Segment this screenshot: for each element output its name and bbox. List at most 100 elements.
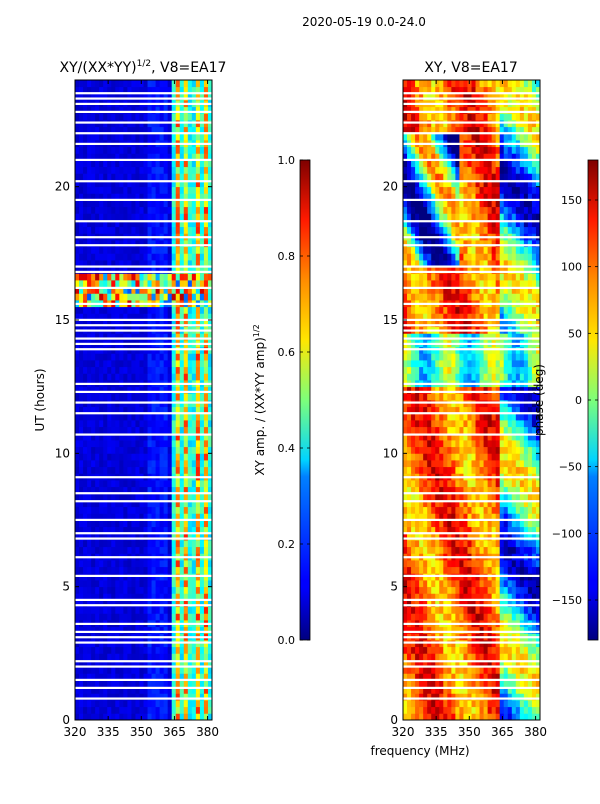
heatmap-cell bbox=[463, 453, 467, 460]
heatmap-cell bbox=[99, 167, 103, 174]
heatmap-cell bbox=[403, 713, 407, 720]
heatmap-cell bbox=[188, 713, 192, 720]
heatmap-cell bbox=[103, 167, 107, 174]
heatmap-cell bbox=[484, 613, 488, 620]
heatmap-cell bbox=[75, 467, 79, 474]
heatmap-cell bbox=[192, 713, 196, 720]
heatmap-cell bbox=[403, 467, 407, 474]
heatmap-cell bbox=[184, 653, 188, 660]
heatmap-cell bbox=[87, 227, 91, 234]
heatmap-cell bbox=[95, 247, 99, 254]
heatmap-cell bbox=[119, 447, 123, 454]
heatmap-cell bbox=[532, 680, 536, 687]
heatmap-cell bbox=[196, 353, 200, 360]
heatmap-cell bbox=[83, 467, 87, 474]
heatmap-cell bbox=[423, 480, 427, 487]
heatmap-cell bbox=[524, 507, 528, 514]
heatmap-cell bbox=[131, 667, 135, 674]
heatmap-cell bbox=[455, 440, 459, 447]
heatmap-cell bbox=[508, 613, 512, 620]
heatmap-cell bbox=[119, 187, 123, 194]
heatmap-cell bbox=[139, 607, 143, 614]
heatmap-cell bbox=[127, 587, 131, 594]
heatmap-cell bbox=[164, 367, 168, 374]
heatmap-cell bbox=[447, 520, 451, 527]
heatmap-cell bbox=[75, 520, 79, 527]
heatmap-cell bbox=[160, 207, 164, 214]
heatmap-cell bbox=[152, 160, 156, 167]
heatmap-cell bbox=[156, 187, 160, 194]
heatmap-cell bbox=[148, 113, 152, 120]
heatmap-cell bbox=[196, 413, 200, 420]
heatmap-cell bbox=[512, 653, 516, 660]
heatmap-cell bbox=[144, 133, 148, 140]
heatmap-cell bbox=[172, 393, 176, 400]
heatmap-cell bbox=[91, 613, 95, 620]
heatmap-cell bbox=[164, 207, 168, 214]
heatmap-cell bbox=[119, 713, 123, 720]
heatmap-cell bbox=[123, 653, 127, 660]
heatmap-cell bbox=[127, 393, 131, 400]
heatmap-cell bbox=[103, 540, 107, 547]
heatmap-cell bbox=[164, 520, 168, 527]
heatmap-cell bbox=[139, 147, 143, 154]
heatmap-cell bbox=[431, 413, 435, 420]
heatmap-cell bbox=[472, 507, 476, 514]
heatmap-cell bbox=[488, 460, 492, 467]
heatmap-cell bbox=[144, 653, 148, 660]
heatmap-cell bbox=[176, 80, 180, 87]
heatmap-cell bbox=[512, 520, 516, 527]
heatmap-cell bbox=[103, 467, 107, 474]
heatmap-cell bbox=[524, 613, 528, 620]
heatmap-cell bbox=[115, 427, 119, 434]
heatmap-cell bbox=[95, 393, 99, 400]
heatmap-cell bbox=[415, 547, 419, 554]
heatmap-cell bbox=[496, 507, 500, 514]
heatmap-cell bbox=[467, 567, 471, 574]
heatmap-cell bbox=[520, 700, 524, 707]
heatmap-cell bbox=[407, 493, 411, 500]
heatmap-cell bbox=[492, 613, 496, 620]
heatmap-cell bbox=[192, 187, 196, 194]
heatmap-cell bbox=[180, 360, 184, 367]
heatmap-cell bbox=[200, 707, 204, 714]
heatmap-cell bbox=[156, 460, 160, 467]
heatmap-cell bbox=[144, 227, 148, 234]
colorbar-tick-label: 1.0 bbox=[278, 154, 296, 167]
heatmap-cell bbox=[188, 700, 192, 707]
heatmap-cell bbox=[439, 713, 443, 720]
heatmap-cell bbox=[500, 547, 504, 554]
heatmap-cell bbox=[472, 460, 476, 467]
heatmap-cell bbox=[127, 680, 131, 687]
heatmap-cell bbox=[152, 680, 156, 687]
heatmap-cell bbox=[403, 520, 407, 527]
heatmap-cell bbox=[160, 580, 164, 587]
flagged-row bbox=[75, 121, 212, 123]
heatmap-cell bbox=[75, 480, 79, 487]
heatmap-cell bbox=[103, 420, 107, 427]
heatmap-cell bbox=[447, 493, 451, 500]
heatmap-cell bbox=[476, 567, 480, 574]
heatmap-cell bbox=[176, 207, 180, 214]
heatmap-cell bbox=[467, 453, 471, 460]
heatmap-cell bbox=[172, 607, 176, 614]
heatmap-cell bbox=[476, 707, 480, 714]
heatmap-cell bbox=[411, 520, 415, 527]
heatmap-cell bbox=[115, 253, 119, 260]
heatmap-cell bbox=[496, 707, 500, 714]
heatmap-cell bbox=[91, 460, 95, 467]
x-tick-label: 365 bbox=[163, 725, 186, 739]
heatmap-cell bbox=[99, 560, 103, 567]
heatmap-cell bbox=[403, 680, 407, 687]
heatmap-cell bbox=[415, 453, 419, 460]
heatmap-cell bbox=[411, 680, 415, 687]
heatmap-cell bbox=[131, 713, 135, 720]
heatmap-cell bbox=[91, 213, 95, 220]
heatmap-cell bbox=[79, 353, 83, 360]
heatmap-cell bbox=[115, 653, 119, 660]
heatmap-cell bbox=[184, 567, 188, 574]
heatmap-cell bbox=[139, 167, 143, 174]
heatmap-cell bbox=[83, 680, 87, 687]
flagged-row bbox=[75, 631, 212, 633]
heatmap-cell bbox=[403, 440, 407, 447]
